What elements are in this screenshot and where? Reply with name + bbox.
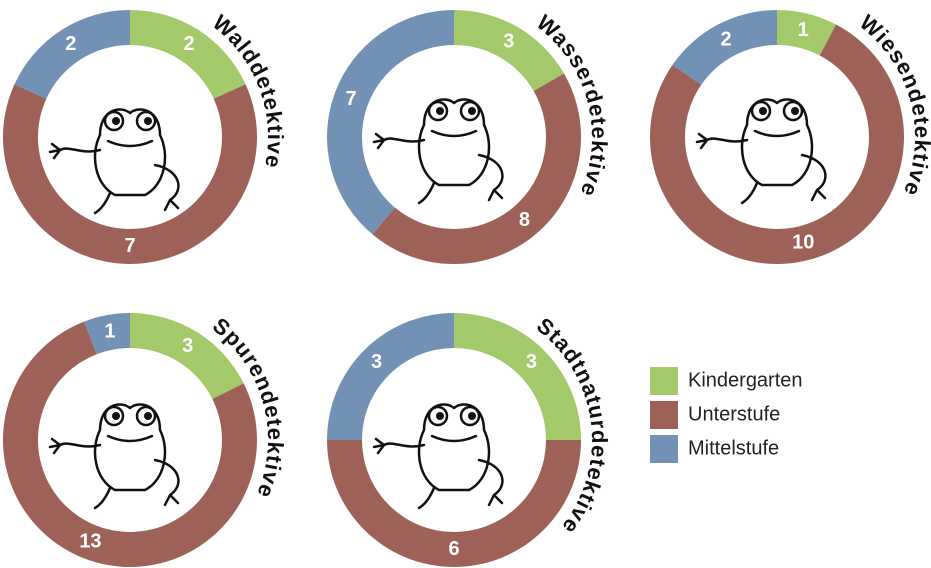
value-label: 7: [346, 88, 357, 110]
value-label: 3: [503, 30, 514, 52]
value-label: 1: [104, 321, 115, 343]
value-label: 3: [182, 335, 193, 357]
donut-segment: [327, 10, 454, 234]
value-label: 6: [448, 538, 459, 560]
donut-segment: [372, 74, 581, 265]
value-label: 2: [184, 33, 195, 55]
value-label: 8: [519, 209, 530, 231]
frog-illustration: [374, 99, 502, 203]
chart-page: KindergartenUnterstufeMittelstufe 272Wal…: [0, 0, 931, 568]
value-label: 3: [526, 351, 537, 373]
legend-swatch: [650, 401, 678, 429]
legend-label: Unterstufe: [688, 403, 780, 425]
legend-label: Kindergarten: [688, 369, 803, 391]
frog-illustration: [50, 109, 178, 213]
value-label: 13: [79, 530, 101, 552]
legend: Kindergarten Unterstufe Mittelstufe: [650, 367, 803, 463]
frog-illustration: [50, 404, 178, 508]
value-label: 7: [124, 235, 135, 257]
value-label: 1: [798, 19, 809, 41]
value-label: 2: [721, 28, 732, 50]
donut-chart: 2 7 2: [3, 10, 257, 264]
value-label: 10: [792, 232, 814, 254]
legend-swatch: [650, 367, 678, 395]
value-label: 2: [65, 33, 76, 55]
legend-swatch: [650, 435, 678, 463]
frog-illustration: [374, 404, 502, 508]
frog-illustration: [697, 99, 825, 203]
value-label: 3: [371, 351, 382, 373]
legend-label: Mittelstufe: [688, 437, 779, 459]
